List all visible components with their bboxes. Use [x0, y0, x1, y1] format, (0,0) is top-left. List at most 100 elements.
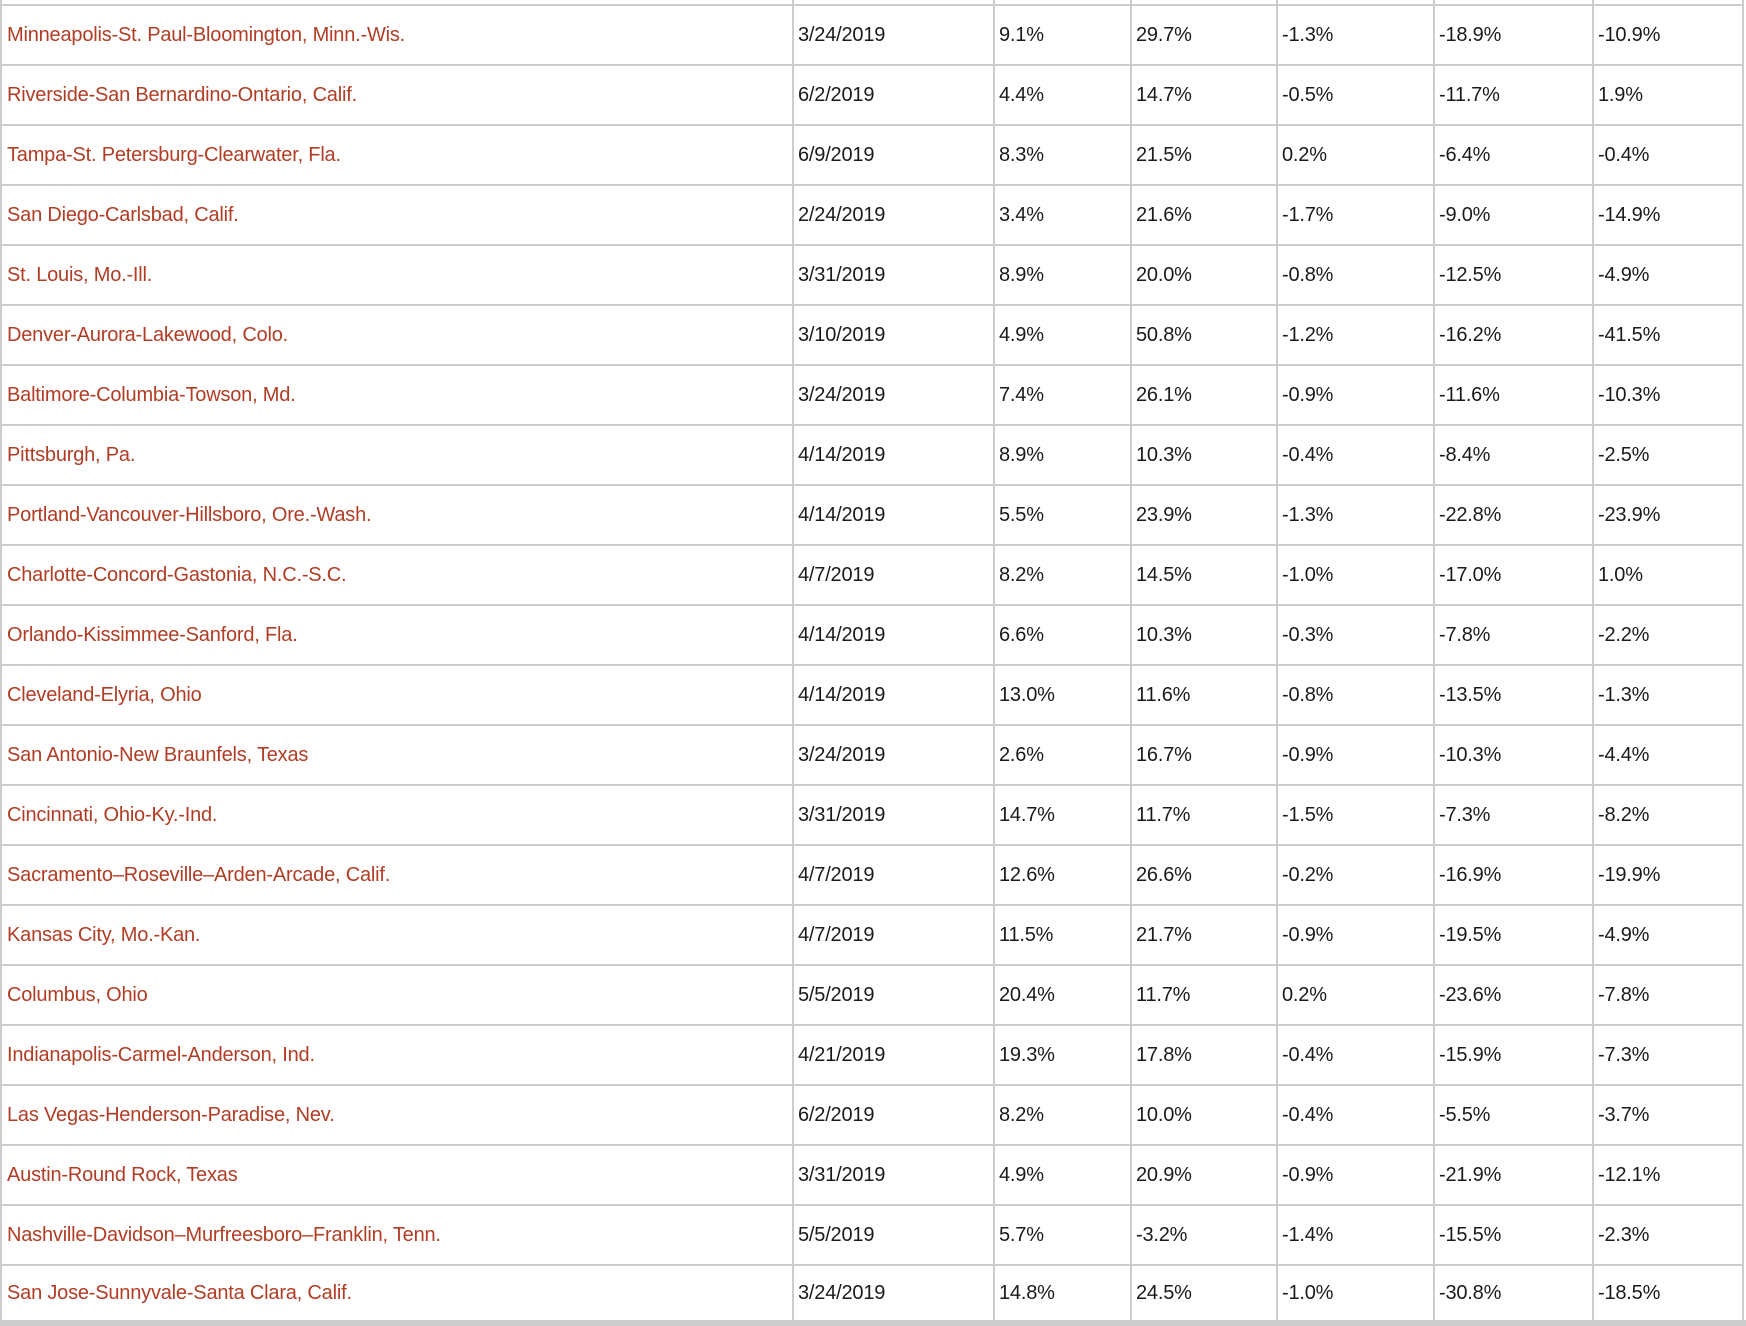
pct-cell-5: -1.3%	[1594, 666, 1744, 724]
pct-cell-1: 12.6%	[995, 846, 1132, 904]
pct-cell-3: -0.4%	[1278, 1086, 1435, 1144]
metro-link[interactable]: Portland-Vancouver-Hillsboro, Ore.-Wash.	[7, 503, 372, 526]
pct-cell-4: -7.3%	[1435, 786, 1594, 844]
metro-cell: San Jose-Sunnyvale-Santa Clara, Calif.	[0, 1266, 794, 1320]
metro-cell: Nashville-Davidson–Murfreesboro–Franklin…	[0, 1206, 794, 1264]
date-cell: 4/14/2019	[794, 426, 995, 484]
pct-cell-5: -19.9%	[1594, 846, 1744, 904]
table-bottom-border	[0, 1320, 1746, 1326]
pct-cell-2: 50.8%	[1132, 306, 1278, 364]
date-cell: 4/14/2019	[794, 666, 995, 724]
metro-link[interactable]: San Diego-Carlsbad, Calif.	[7, 203, 239, 226]
partial-cell	[0, 0, 794, 4]
partial-cell	[1278, 0, 1435, 4]
table-rows: Minneapolis-St. Paul-Bloomington, Minn.-…	[0, 6, 1744, 1320]
pct-cell-3: -1.0%	[1278, 546, 1435, 604]
metro-link[interactable]: Denver-Aurora-Lakewood, Colo.	[7, 323, 289, 346]
metro-link[interactable]: Riverside-San Bernardino-Ontario, Calif.	[7, 83, 357, 106]
metro-link[interactable]: Nashville-Davidson–Murfreesboro–Franklin…	[7, 1223, 441, 1246]
pct-cell-2: 10.3%	[1132, 426, 1278, 484]
metro-link[interactable]: St. Louis, Mo.-Ill.	[7, 263, 153, 286]
pct-cell-2: 16.7%	[1132, 726, 1278, 784]
pct-cell-3: -1.3%	[1278, 6, 1435, 64]
pct-cell-4: -15.5%	[1435, 1206, 1594, 1264]
pct-cell-3: -1.2%	[1278, 306, 1435, 364]
metro-link[interactable]: Columbus, Ohio	[7, 983, 148, 1006]
pct-cell-3: -0.8%	[1278, 666, 1435, 724]
pct-cell-4: -15.9%	[1435, 1026, 1594, 1084]
pct-cell-5: -10.3%	[1594, 366, 1744, 424]
date-cell: 4/7/2019	[794, 546, 995, 604]
metro-link[interactable]: San Jose-Sunnyvale-Santa Clara, Calif.	[7, 1281, 352, 1304]
pct-cell-2: 21.6%	[1132, 186, 1278, 244]
pct-cell-4: -5.5%	[1435, 1086, 1594, 1144]
pct-cell-4: -23.6%	[1435, 966, 1594, 1024]
table-row: Charlotte-Concord-Gastonia, N.C.-S.C. 4/…	[0, 546, 1744, 606]
metro-link[interactable]: Baltimore-Columbia-Towson, Md.	[7, 383, 296, 406]
table-row: Pittsburgh, Pa. 4/14/2019 8.9% 10.3% -0.…	[0, 426, 1744, 486]
metro-link[interactable]: Minneapolis-St. Paul-Bloomington, Minn.-…	[7, 23, 406, 46]
pct-cell-4: -21.9%	[1435, 1146, 1594, 1204]
pct-cell-2: 23.9%	[1132, 486, 1278, 544]
pct-cell-2: 20.0%	[1132, 246, 1278, 304]
date-cell: 3/24/2019	[794, 366, 995, 424]
metro-link[interactable]: Sacramento–Roseville–Arden-Arcade, Calif…	[7, 863, 391, 886]
date-cell: 2/24/2019	[794, 186, 995, 244]
metro-link[interactable]: Tampa-St. Petersburg-Clearwater, Fla.	[7, 143, 341, 166]
pct-cell-3: -1.7%	[1278, 186, 1435, 244]
metro-cell: San Diego-Carlsbad, Calif.	[0, 186, 794, 244]
metro-link[interactable]: Cincinnati, Ohio-Ky.-Ind.	[7, 803, 218, 826]
table-row: Baltimore-Columbia-Towson, Md. 3/24/2019…	[0, 366, 1744, 426]
pct-cell-5: -41.5%	[1594, 306, 1744, 364]
date-cell: 4/14/2019	[794, 486, 995, 544]
pct-cell-4: -19.5%	[1435, 906, 1594, 964]
pct-cell-3: -1.3%	[1278, 486, 1435, 544]
metro-cell: Orlando-Kissimmee-Sanford, Fla.	[0, 606, 794, 664]
table-row: Minneapolis-St. Paul-Bloomington, Minn.-…	[0, 6, 1744, 66]
pct-cell-3: -1.0%	[1278, 1266, 1435, 1320]
metro-cell: Austin-Round Rock, Texas	[0, 1146, 794, 1204]
pct-cell-1: 14.8%	[995, 1266, 1132, 1320]
metro-cell: Indianapolis-Carmel-Anderson, Ind.	[0, 1026, 794, 1084]
pct-cell-2: 14.5%	[1132, 546, 1278, 604]
pct-cell-4: -22.8%	[1435, 486, 1594, 544]
metro-link[interactable]: Orlando-Kissimmee-Sanford, Fla.	[7, 623, 298, 646]
pct-cell-1: 2.6%	[995, 726, 1132, 784]
pct-cell-3: -0.4%	[1278, 426, 1435, 484]
table-row: Orlando-Kissimmee-Sanford, Fla. 4/14/201…	[0, 606, 1744, 666]
metro-link[interactable]: Indianapolis-Carmel-Anderson, Ind.	[7, 1043, 315, 1066]
pct-cell-1: 4.9%	[995, 1146, 1132, 1204]
pct-cell-1: 6.6%	[995, 606, 1132, 664]
pct-cell-1: 8.3%	[995, 126, 1132, 184]
metro-link[interactable]: San Antonio-New Braunfels, Texas	[7, 743, 309, 766]
pct-cell-3: -0.2%	[1278, 846, 1435, 904]
pct-cell-2: 14.7%	[1132, 66, 1278, 124]
metro-cell: Cincinnati, Ohio-Ky.-Ind.	[0, 786, 794, 844]
metro-link[interactable]: Charlotte-Concord-Gastonia, N.C.-S.C.	[7, 563, 347, 586]
metro-link[interactable]: Kansas City, Mo.-Kan.	[7, 923, 201, 946]
metro-link[interactable]: Las Vegas-Henderson-Paradise, Nev.	[7, 1103, 335, 1126]
pct-cell-5: -12.1%	[1594, 1146, 1744, 1204]
table-row: San Diego-Carlsbad, Calif. 2/24/2019 3.4…	[0, 186, 1744, 246]
date-cell: 3/24/2019	[794, 1266, 995, 1320]
metro-link[interactable]: Austin-Round Rock, Texas	[7, 1163, 238, 1186]
table-row: St. Louis, Mo.-Ill. 3/31/2019 8.9% 20.0%…	[0, 246, 1744, 306]
pct-cell-2: 11.7%	[1132, 786, 1278, 844]
pct-cell-5: -2.5%	[1594, 426, 1744, 484]
pct-cell-1: 11.5%	[995, 906, 1132, 964]
pct-cell-3: -0.9%	[1278, 366, 1435, 424]
pct-cell-1: 8.9%	[995, 246, 1132, 304]
date-cell: 4/7/2019	[794, 846, 995, 904]
metro-cell: Riverside-San Bernardino-Ontario, Calif.	[0, 66, 794, 124]
pct-cell-3: -0.9%	[1278, 1146, 1435, 1204]
metro-link[interactable]: Pittsburgh, Pa.	[7, 443, 136, 466]
table-row: Cleveland-Elyria, Ohio 4/14/2019 13.0% 1…	[0, 666, 1744, 726]
table-row: Nashville-Davidson–Murfreesboro–Franklin…	[0, 1206, 1744, 1266]
pct-cell-2: 11.7%	[1132, 966, 1278, 1024]
pct-cell-2: 26.6%	[1132, 846, 1278, 904]
pct-cell-1: 14.7%	[995, 786, 1132, 844]
metro-link[interactable]: Cleveland-Elyria, Ohio	[7, 683, 202, 706]
metro-cell: Minneapolis-St. Paul-Bloomington, Minn.-…	[0, 6, 794, 64]
pct-cell-1: 7.4%	[995, 366, 1132, 424]
pct-cell-3: 0.2%	[1278, 966, 1435, 1024]
